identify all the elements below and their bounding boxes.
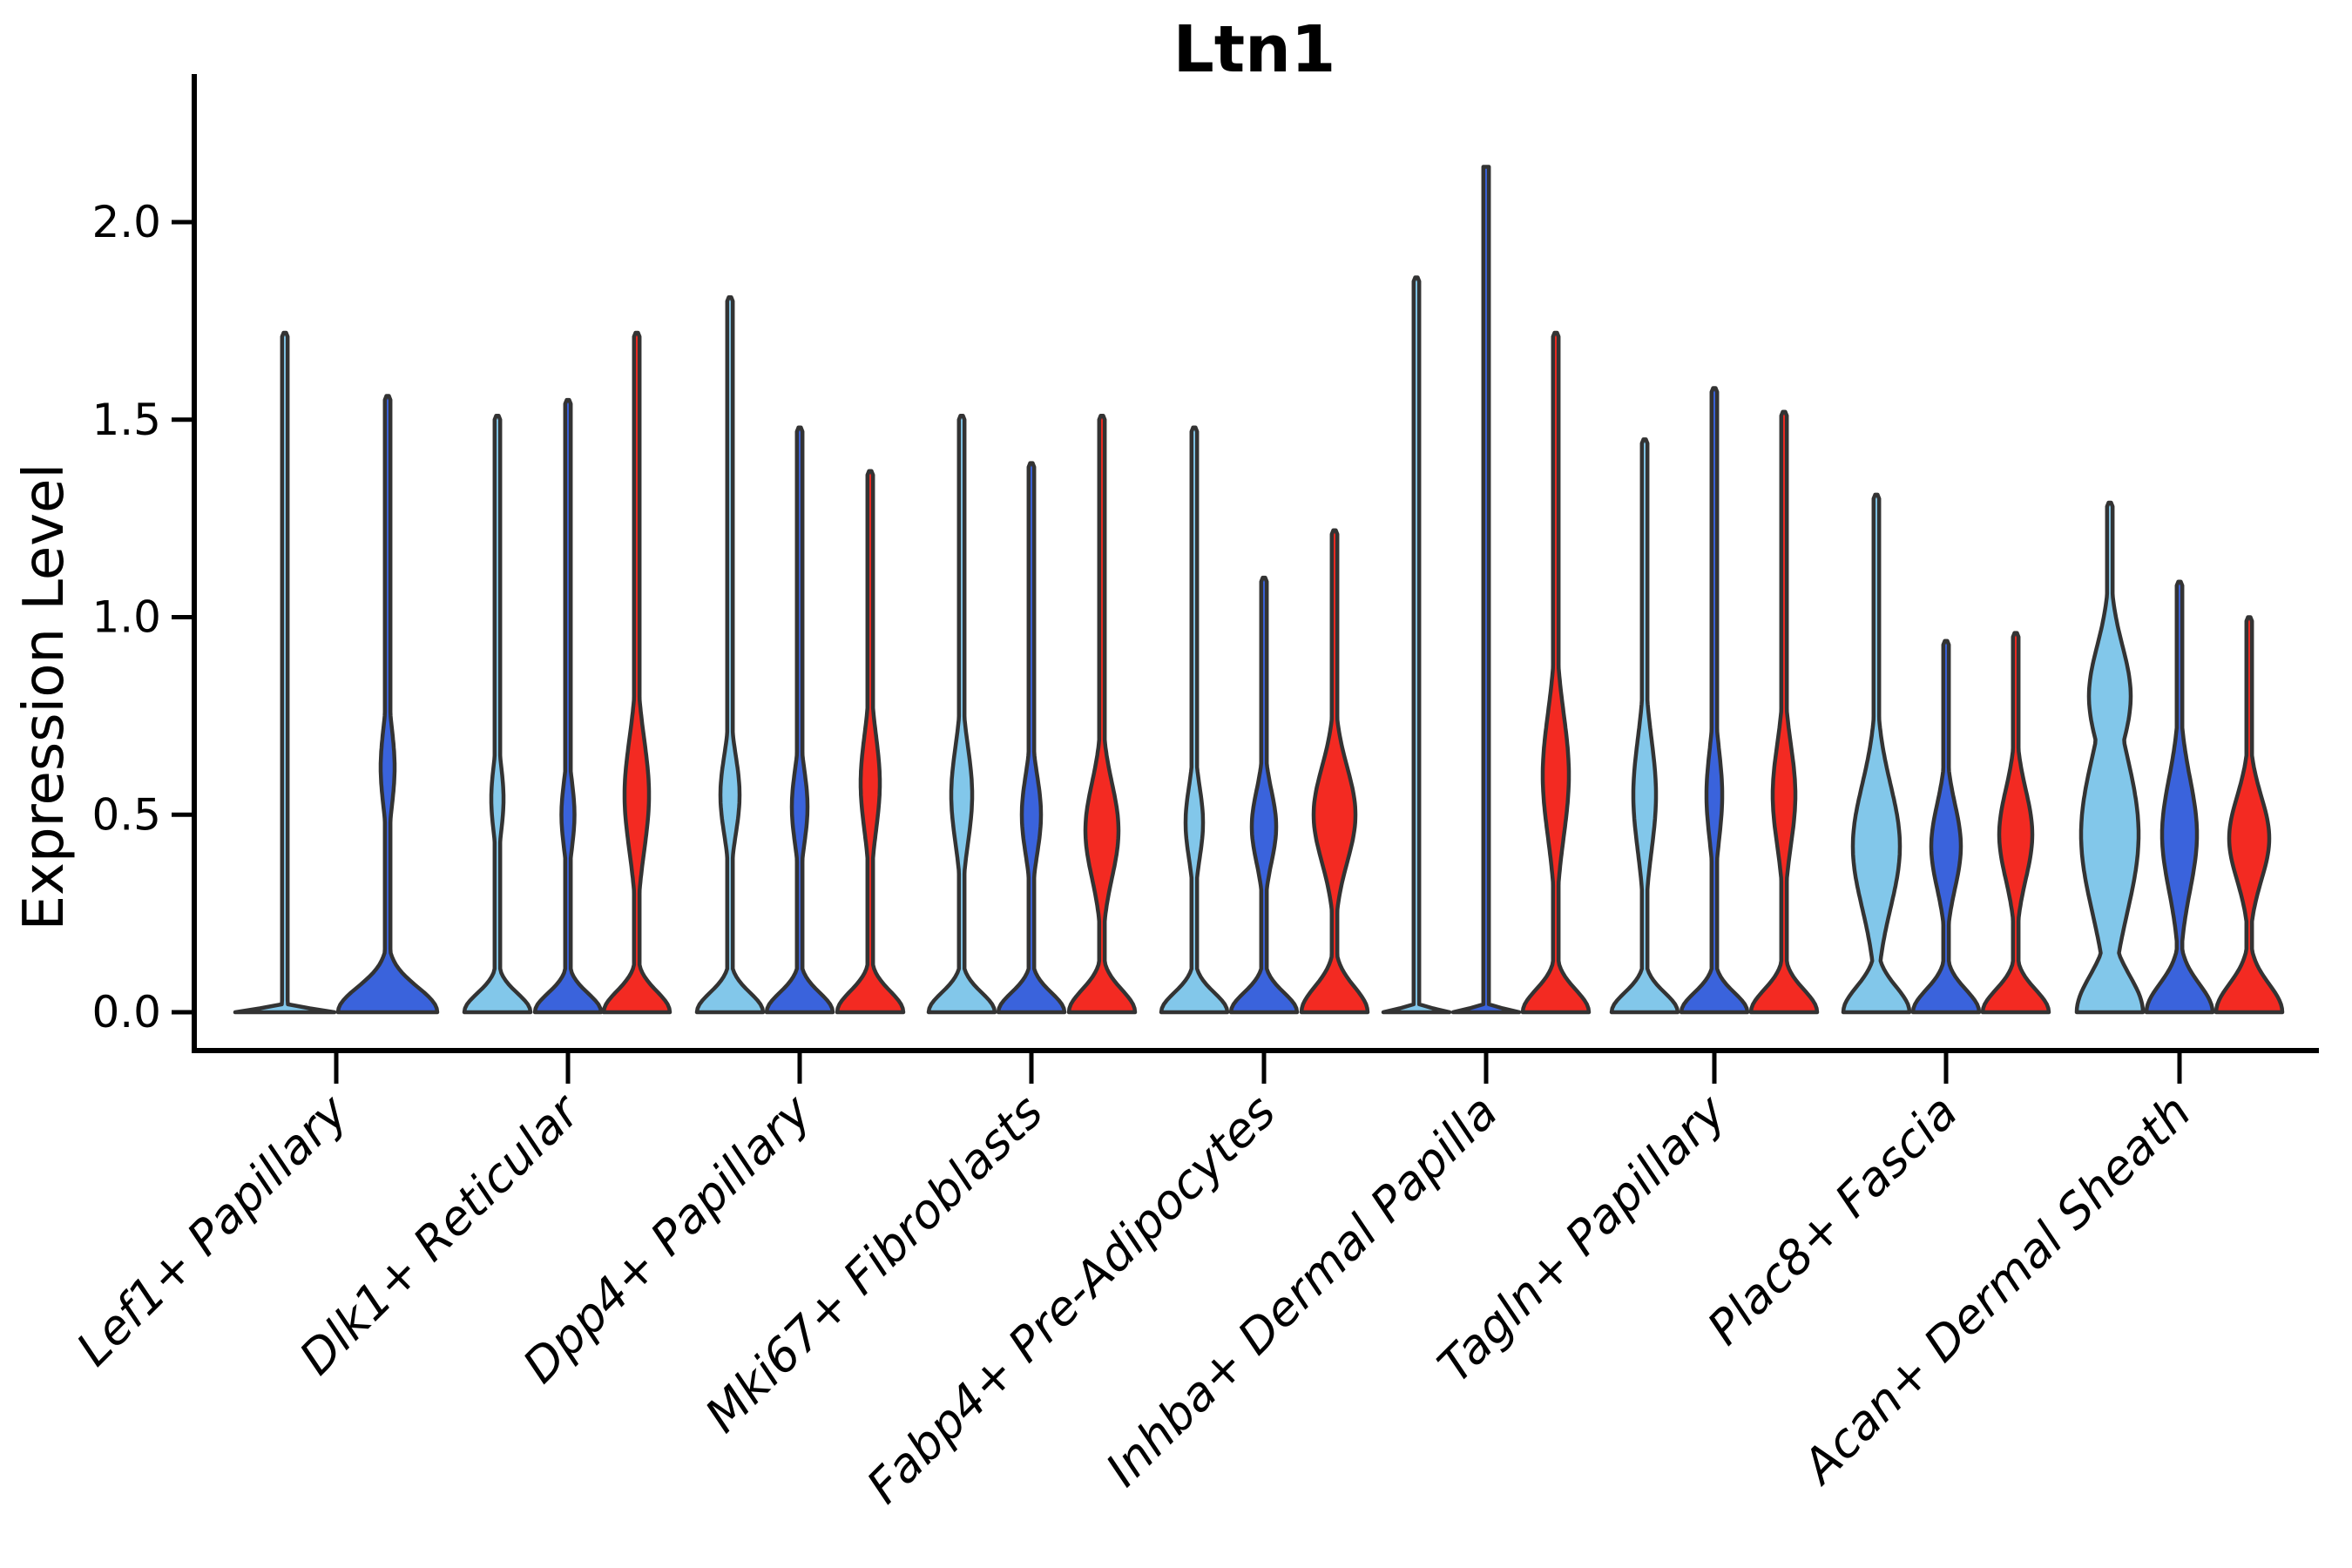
violin-dpp4-lightblue (694, 294, 766, 1015)
violin-fabp4-lightblue (1159, 425, 1230, 1015)
violin-fabp4-red (1299, 528, 1370, 1015)
y-axis-label: Expression Level (12, 463, 77, 931)
violin-fabp4-blue (1228, 575, 1300, 1015)
y-tick-label: 1.0 (91, 592, 161, 643)
x-tick-label: Fabp4+ Pre-Adipocytes (856, 1085, 1286, 1514)
violin-dlk1-blue (532, 397, 604, 1015)
violin-tagln-red (1748, 409, 1820, 1015)
violin-dlk1-red (601, 330, 672, 1015)
y-axis-ticks: 0.0 0.5 1.0 1.5 2.0 (91, 197, 194, 1037)
violin-acan-red (2213, 615, 2285, 1015)
violin-plac8-red (1980, 631, 2051, 1015)
violin-inhba-lightblue (1381, 275, 1452, 1015)
violin-mki67-lightblue (926, 413, 997, 1015)
violin-inhba-blue (1450, 165, 1522, 1015)
violin-plac8-blue (1910, 639, 1982, 1015)
axes-layer (192, 74, 2319, 1053)
chart-title: Ltn1 (1173, 12, 1336, 87)
y-tick-label: 0.0 (91, 987, 161, 1037)
x-tick-label: Plac8+ Fascia (1697, 1085, 1968, 1355)
violin-dlk1-lightblue (462, 413, 533, 1015)
x-tick-label: Inhba+ Dermal Papilla (1095, 1085, 1508, 1497)
violin-inhba-red (1520, 330, 1592, 1015)
violin-mki67-blue (996, 461, 1067, 1015)
x-tick-label: Acan+ Dermal Sheath (1790, 1085, 2201, 1496)
violin-acan-blue (2144, 579, 2215, 1015)
violin-plac8-lightblue (1841, 492, 1912, 1015)
violins-layer (233, 165, 2285, 1015)
violin-tagln-blue (1679, 386, 1750, 1015)
violin-lef1-lightblue (233, 330, 337, 1015)
violin-mki67-red (1066, 413, 1138, 1015)
y-tick-label: 0.5 (91, 789, 161, 840)
violin-lef1-blue (335, 394, 440, 1015)
violin-dpp4-red (835, 469, 906, 1015)
y-tick-label: 2.0 (91, 197, 161, 247)
y-tick-label: 1.5 (91, 395, 161, 445)
violin-dpp4-blue (764, 425, 835, 1015)
violin-acan-lightblue (2074, 500, 2146, 1015)
violin-tagln-lightblue (1609, 437, 1680, 1015)
